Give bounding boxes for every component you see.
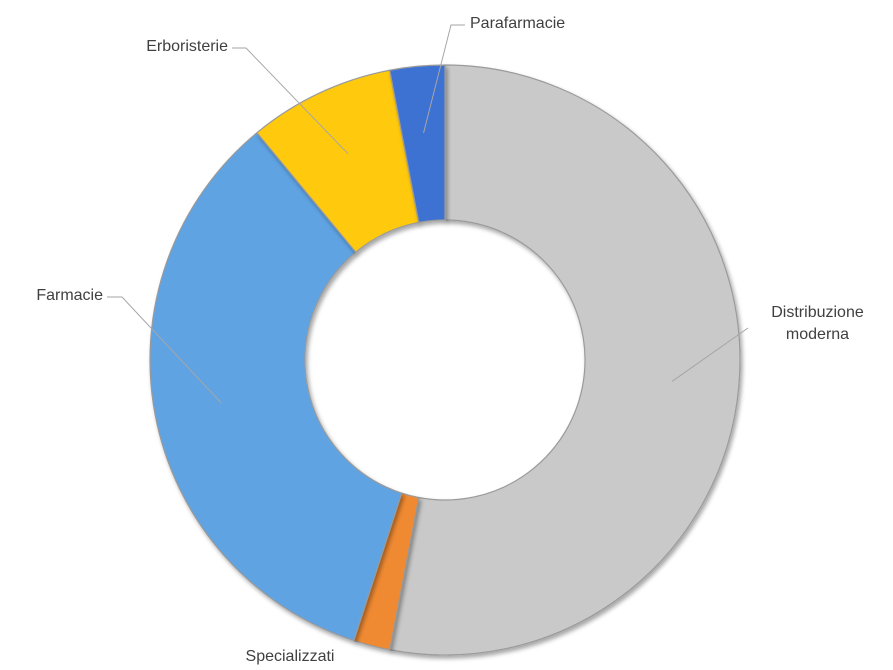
- category-label: Distribuzione moderna: [771, 304, 864, 343]
- category-label: Parafarmacie: [470, 15, 566, 32]
- category-label: Specializzati: [245, 648, 335, 665]
- donut-segment: [149, 131, 403, 642]
- donut-segment: [389, 64, 741, 656]
- leader-line: [423, 24, 465, 134]
- leader-line: [671, 327, 749, 382]
- category-label: Erboristerie: [146, 38, 228, 55]
- leader-line: [232, 47, 349, 155]
- leader-line: [107, 296, 222, 404]
- category-label: Farmacie: [36, 287, 103, 304]
